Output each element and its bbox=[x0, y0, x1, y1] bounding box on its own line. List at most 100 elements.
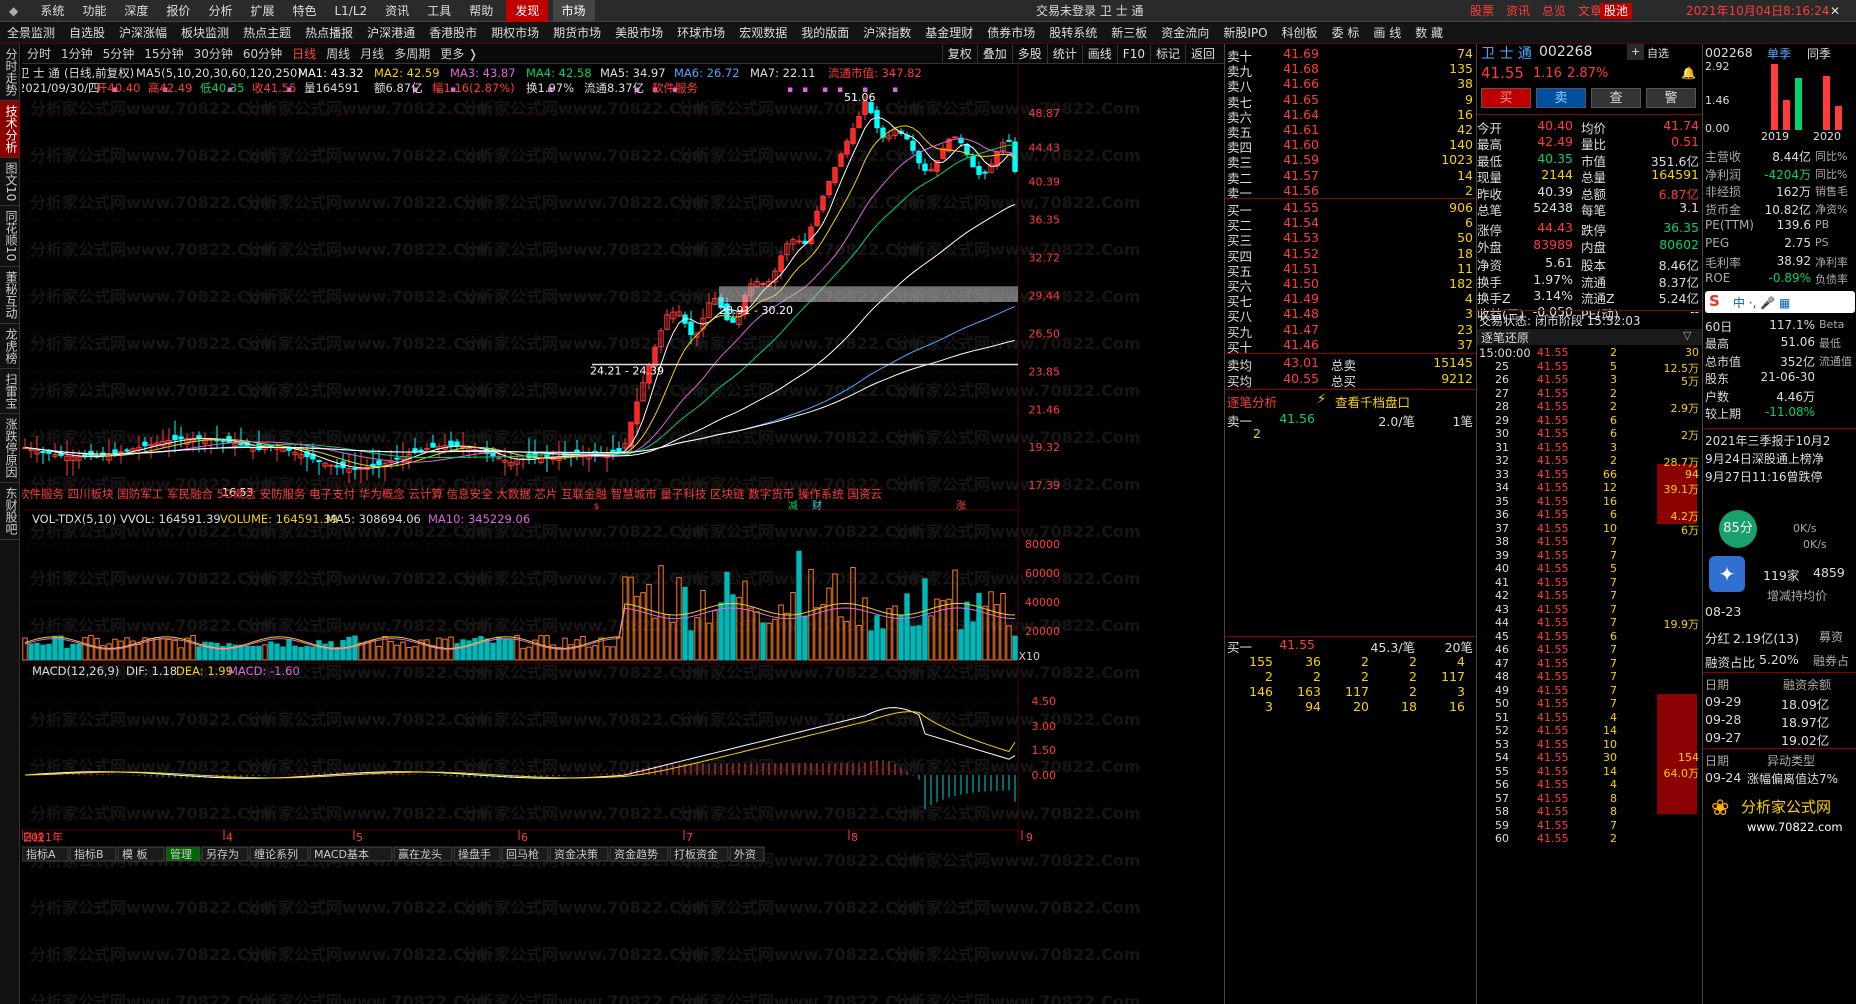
candle[interactable] bbox=[508, 461, 514, 467]
candle[interactable] bbox=[784, 243, 790, 256]
candle[interactable] bbox=[934, 160, 940, 172]
nav-item[interactable]: 期货市场 bbox=[553, 26, 602, 40]
event-marker[interactable]: 减 bbox=[788, 500, 798, 512]
menu-item[interactable]: 功能 bbox=[82, 4, 107, 18]
period-tab[interactable]: 60分钟 bbox=[242, 47, 283, 61]
indicator-tab[interactable] bbox=[22, 846, 69, 862]
ask-price[interactable]: 41.59 bbox=[1283, 152, 1319, 168]
indicator-tab[interactable] bbox=[201, 846, 249, 862]
side-tab[interactable]: 分时走势 bbox=[0, 44, 20, 101]
indicator-tab[interactable] bbox=[729, 846, 765, 862]
nav-item[interactable]: 基金理财 bbox=[925, 26, 974, 40]
app-logo-icon[interactable]: ◆ bbox=[9, 4, 19, 18]
candle[interactable] bbox=[982, 171, 988, 174]
candle[interactable] bbox=[820, 195, 826, 211]
candle[interactable] bbox=[838, 153, 844, 167]
indicator-tab-label[interactable]: 回马枪 bbox=[506, 847, 539, 861]
indicator-tab[interactable] bbox=[393, 846, 453, 862]
period-tab[interactable]: 月线 bbox=[360, 47, 385, 61]
candle[interactable] bbox=[916, 151, 922, 164]
indicator-tab[interactable] bbox=[165, 846, 201, 862]
event-marker[interactable]: 涨 bbox=[956, 500, 966, 512]
candle[interactable] bbox=[376, 460, 382, 466]
news-item[interactable]: 2021年三季报于10月2 bbox=[1705, 434, 1831, 448]
candle[interactable] bbox=[76, 456, 82, 461]
candle[interactable] bbox=[958, 137, 964, 144]
period-tab[interactable]: 日线 bbox=[292, 47, 317, 61]
menu-item[interactable]: 扩展 bbox=[250, 4, 275, 18]
side-tab[interactable]: 图文10 bbox=[0, 158, 20, 207]
candle[interactable] bbox=[454, 441, 460, 447]
top-link[interactable]: 资讯 bbox=[1506, 4, 1531, 18]
top-link[interactable]: 文章 bbox=[1578, 4, 1603, 18]
candle[interactable] bbox=[874, 110, 880, 129]
bid-price[interactable]: 41.50 bbox=[1283, 276, 1319, 291]
nav-item[interactable]: 期权市场 bbox=[491, 26, 540, 40]
top-link[interactable]: 股票 bbox=[1470, 4, 1495, 18]
candle[interactable] bbox=[808, 226, 814, 245]
nav-item[interactable]: 沪深港通 bbox=[367, 26, 416, 40]
bid-price[interactable]: 41.52 bbox=[1283, 245, 1319, 261]
nav-item[interactable]: 股转系统 bbox=[1049, 26, 1098, 40]
ask-price[interactable]: 41.57 bbox=[1283, 167, 1319, 183]
candle[interactable] bbox=[724, 303, 730, 321]
nav-item[interactable]: 美股市场 bbox=[615, 26, 664, 40]
candle[interactable] bbox=[424, 448, 430, 451]
indicator-tab[interactable] bbox=[309, 846, 393, 862]
indicator-tab-label[interactable]: 指标A bbox=[26, 847, 56, 861]
candle[interactable] bbox=[334, 465, 340, 468]
side-tab[interactable]: 董秘互动 bbox=[0, 267, 20, 324]
candle[interactable] bbox=[622, 443, 628, 449]
nav-item[interactable]: 债券市场 bbox=[987, 26, 1036, 40]
score-badge[interactable]: 85分 bbox=[1719, 510, 1757, 548]
candle[interactable] bbox=[634, 401, 640, 425]
nav-item[interactable]: 我的版面 bbox=[801, 26, 850, 40]
bid-price[interactable]: 41.47 bbox=[1283, 321, 1319, 337]
nav-item[interactable]: 环球市场 bbox=[677, 26, 726, 40]
ask-price[interactable]: 41.61 bbox=[1283, 122, 1319, 137]
side-tab[interactable]: 龙虎榜 bbox=[0, 324, 20, 369]
candle[interactable] bbox=[280, 448, 286, 452]
candle[interactable] bbox=[970, 155, 976, 168]
candle[interactable] bbox=[28, 448, 34, 451]
menu-item[interactable]: 资讯 bbox=[385, 4, 410, 18]
candle[interactable] bbox=[790, 239, 796, 245]
indicator-tab-label[interactable]: 赢在龙头 bbox=[398, 847, 442, 861]
candle[interactable] bbox=[892, 128, 898, 136]
candle[interactable] bbox=[628, 421, 634, 448]
ask-price[interactable]: 41.68 bbox=[1283, 61, 1319, 77]
candle[interactable] bbox=[688, 321, 694, 336]
candle[interactable] bbox=[172, 434, 178, 441]
candle[interactable] bbox=[58, 453, 64, 456]
bid-price[interactable]: 41.51 bbox=[1283, 260, 1319, 276]
ask-price[interactable]: 41.69 bbox=[1283, 46, 1319, 61]
candle[interactable] bbox=[394, 457, 400, 460]
candle[interactable] bbox=[34, 450, 40, 455]
news-item[interactable]: 9月24日深股通上榜净 bbox=[1705, 452, 1824, 466]
indicator-tab-label[interactable]: 打板资金 bbox=[674, 847, 718, 861]
candle[interactable] bbox=[760, 283, 766, 286]
nav-item[interactable]: 香港股市 bbox=[429, 26, 478, 40]
bird-icon[interactable]: ✦ bbox=[1709, 556, 1745, 592]
ask-price[interactable]: 41.56 bbox=[1283, 182, 1319, 198]
candle[interactable] bbox=[868, 102, 874, 113]
concept-tags[interactable]: 软件服务 四川板块 国防军工 军民融合 5G概念 安防服务 电子支付 华为概念 … bbox=[22, 487, 882, 501]
candle[interactable] bbox=[814, 210, 820, 226]
candle[interactable] bbox=[658, 330, 664, 348]
candle[interactable] bbox=[652, 346, 658, 367]
candle[interactable] bbox=[196, 435, 202, 439]
trade-button[interactable]: 查 bbox=[1591, 88, 1641, 108]
indicator-tab-label[interactable]: 外资 bbox=[734, 848, 756, 861]
indicator-tab-label[interactable]: 指标B bbox=[74, 847, 104, 861]
candle[interactable] bbox=[736, 310, 742, 325]
nav-item[interactable]: 沪深涨幅 bbox=[119, 26, 168, 40]
nav-item[interactable]: 自选股 bbox=[69, 26, 106, 40]
nav-item[interactable]: 委 标 bbox=[1331, 26, 1360, 40]
indicator-tab[interactable] bbox=[117, 846, 165, 862]
indicator-tab-label[interactable]: MACD基本 bbox=[314, 847, 369, 861]
indicator-tab-label[interactable]: 模 板 bbox=[122, 847, 148, 861]
nav-item[interactable]: 资金流向 bbox=[1161, 26, 1210, 40]
menu-market[interactable]: 市场 bbox=[552, 0, 595, 22]
candle[interactable] bbox=[844, 140, 850, 155]
close-icon[interactable]: ✕ bbox=[1830, 4, 1841, 18]
